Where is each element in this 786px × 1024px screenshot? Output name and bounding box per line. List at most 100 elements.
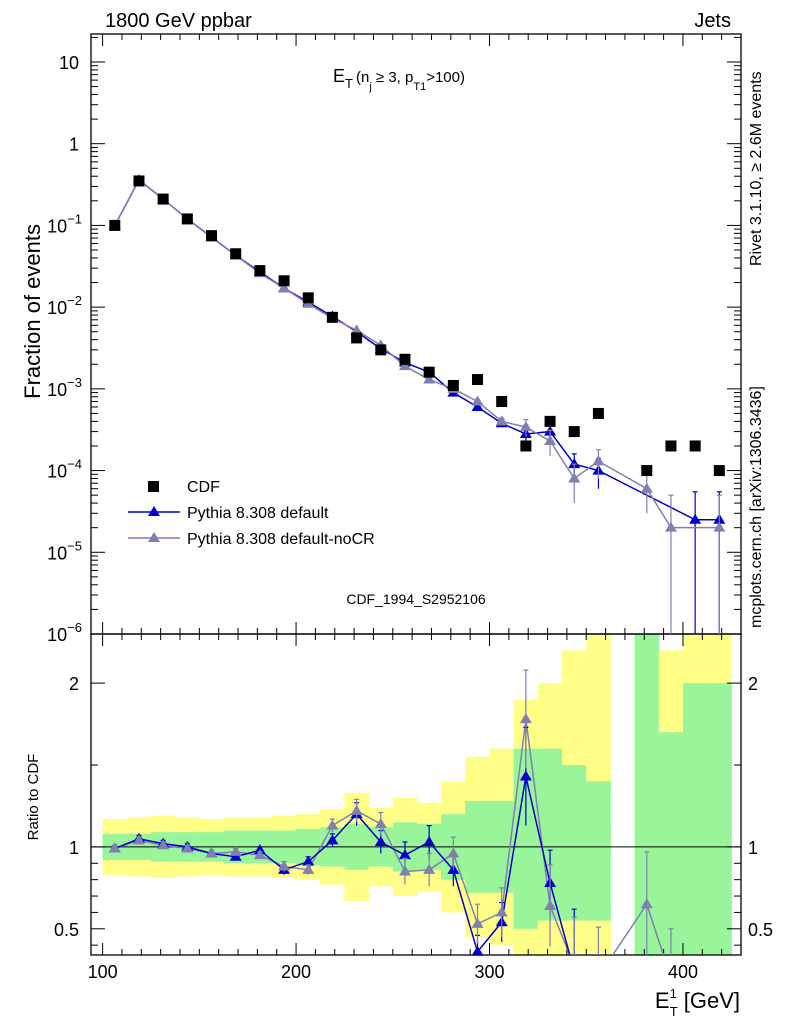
title-E: E (333, 66, 345, 86)
series-1-marker-18 (544, 435, 557, 446)
data-point-5 (230, 248, 242, 260)
x-tick-label-0: 100 (88, 962, 118, 982)
ratio-0-marker-8 (302, 855, 315, 866)
data-point-3 (181, 213, 193, 225)
legend-label-nocr: Pythia 8.308 default-noCR (187, 531, 375, 548)
header-left: 1800 GeV ppbar (105, 10, 252, 32)
data-point-1 (133, 175, 145, 187)
title-open: (n (356, 69, 369, 86)
series-1-marker-21 (640, 482, 653, 493)
ratio-1-marker-21 (640, 898, 653, 909)
y-tick-label-6: 10−5 (47, 538, 82, 563)
band-inner-20 (586, 781, 611, 921)
band-inner-25 (707, 683, 732, 955)
legend: CDF Pythia 8.308 default Pythia 8.308 de… (128, 479, 375, 548)
x-label-unit: [GeV] (684, 988, 740, 1013)
data-point-14 (447, 379, 459, 391)
ratio-1-marker-3 (181, 842, 194, 853)
ratio-0-marker-11 (374, 835, 387, 846)
title-T1-sub: T1 (413, 81, 426, 93)
header-right: Jets (694, 10, 731, 32)
ratio-1-marker-14 (447, 847, 460, 858)
ratio-1-marker-10 (350, 804, 363, 815)
series-0-line (114, 178, 720, 521)
series-1-marker-7 (278, 282, 291, 293)
ratio-1-marker-16 (495, 906, 508, 917)
series-1-marker-10 (350, 324, 363, 335)
series-1-marker-20 (592, 455, 605, 466)
data-point-11 (375, 344, 387, 356)
plot-title: ET (nj ≥ 3, pT1>100) (333, 66, 465, 93)
ratio-0-marker-13 (423, 835, 436, 846)
data-point-17 (520, 440, 532, 452)
ratio-1-marker-5 (229, 845, 242, 856)
x-tick-label-1: 200 (281, 962, 311, 982)
y-tick-label-4: 10−3 (47, 375, 82, 400)
data-point-0 (109, 219, 121, 231)
ratio-1-marker-6 (253, 849, 266, 860)
ratio-1-marker-4 (205, 847, 218, 858)
ratio-1-marker-12 (398, 865, 411, 876)
y-tick-label-1: 1 (69, 135, 79, 155)
ratio-tick-label-right-2: 2 (748, 674, 758, 694)
ratio-1-marker-18 (544, 899, 557, 910)
ratio-1-marker-8 (302, 863, 315, 874)
main-plot-series (108, 173, 726, 634)
ratio-uncertainty-bands (102, 634, 732, 955)
ratio-axis-label: Ratio to CDF (25, 754, 42, 841)
series-1-marker-12 (398, 360, 411, 371)
data-point-9 (326, 311, 338, 323)
data-point-18 (544, 415, 556, 427)
title-T-sub: T (345, 76, 353, 91)
data-point-19 (568, 426, 580, 438)
ratio-plot-series (108, 669, 674, 956)
title-rest1: ≥ 3, p (372, 69, 414, 86)
rivet-label: Rivet 3.1.10, ≥ 2.6M events (748, 71, 765, 266)
ratio-tick-label-right-1: 1 (748, 838, 758, 858)
x-tick-label-2: 300 (474, 962, 504, 982)
watermark: CDF_1994_S2952106 (346, 591, 486, 607)
data-point-22 (665, 440, 677, 452)
ratio-0-marker-12 (398, 849, 411, 860)
data-point-6 (254, 265, 266, 277)
series-0-marker-15 (471, 400, 484, 411)
ratio-1-marker-13 (423, 863, 436, 874)
y-tick-label-3: 10−2 (47, 293, 82, 318)
data-point-13 (423, 366, 435, 378)
ratio-tick-label-left-2: 2 (69, 674, 79, 694)
y-tick-label-2: 10−1 (47, 211, 82, 236)
band-inner-24 (682, 683, 708, 955)
ratio-tick-label-right-0: 0.5 (748, 920, 773, 940)
title-j-sub: j (368, 81, 371, 93)
ratio-1-marker-1 (132, 834, 145, 845)
legend-marker-nocr (148, 532, 160, 542)
ratio-0-marker-15 (471, 945, 484, 956)
series-0-marker-19 (568, 458, 581, 469)
y-tick-label-7: 10−6 (47, 620, 82, 645)
ratio-1-marker-2 (157, 839, 170, 850)
x-label-sup: 1 (670, 986, 677, 1001)
ratio-1-marker-11 (374, 817, 387, 828)
ratio-1-marker-17 (519, 713, 532, 724)
data-point-7 (278, 275, 290, 287)
series-1-marker-15 (471, 395, 484, 406)
x-label-sub: T (670, 1004, 678, 1019)
ratio-0-marker-17 (519, 770, 532, 781)
y-tick-label-5: 10−4 (47, 457, 82, 482)
ratio-1-marker-0 (108, 842, 121, 853)
x-axis-label: E1 T [GeV] (655, 986, 740, 1019)
series-1-marker-17 (519, 421, 532, 432)
data-point-16 (496, 396, 508, 408)
x-tick-label-3: 400 (668, 962, 698, 982)
data-point-20 (592, 407, 604, 419)
series-1-marker-13 (423, 373, 436, 384)
band-inner-23 (658, 732, 684, 955)
ratio-plot-frame (90, 633, 742, 956)
ratio-tick-label-left-1: 1 (69, 838, 79, 858)
y-axis-label: Fraction of events (20, 224, 45, 399)
ratio-1-marker-7 (278, 860, 291, 871)
title-rest2: >100) (426, 69, 465, 86)
data-point-21 (641, 465, 653, 477)
x-label-E: E (655, 988, 670, 1013)
